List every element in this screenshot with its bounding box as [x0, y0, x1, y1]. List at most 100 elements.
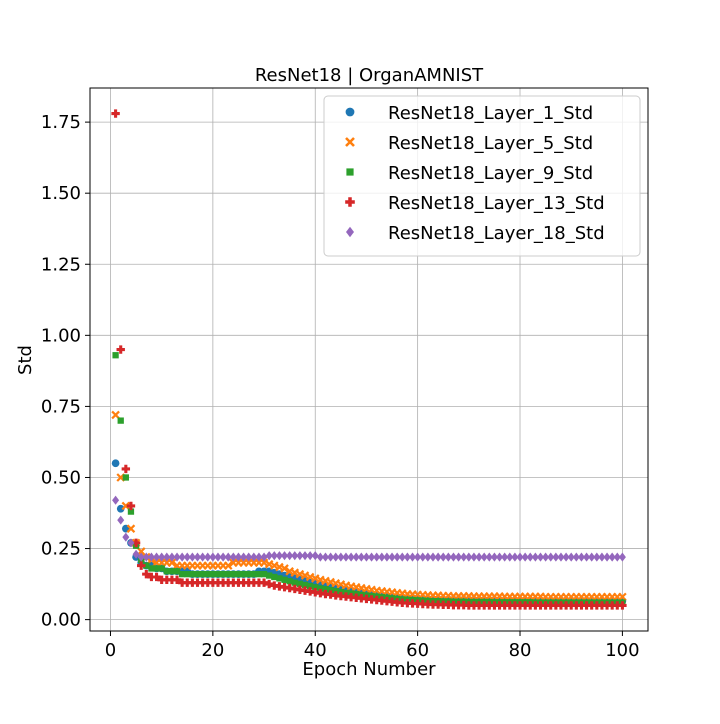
data-point	[336, 591, 346, 601]
data-point	[583, 552, 591, 562]
data-point	[131, 538, 141, 548]
data-point	[362, 594, 371, 604]
legend-box	[323, 95, 641, 257]
data-point	[546, 601, 555, 610]
x-tick-label: 40	[304, 640, 327, 661]
data-point	[136, 561, 146, 570]
plot-frame	[89, 87, 649, 632]
legend-marker	[345, 197, 355, 207]
data-point	[434, 552, 442, 562]
x-axis-label: Epoch Number	[302, 659, 436, 680]
data-point	[511, 552, 519, 562]
data-point	[158, 552, 166, 562]
data-point	[346, 592, 356, 602]
data-point	[275, 551, 283, 561]
data-point	[501, 552, 509, 562]
data-point	[607, 601, 617, 610]
data-point	[572, 601, 581, 610]
data-point	[137, 552, 145, 562]
data-point	[362, 552, 370, 562]
data-point	[291, 551, 299, 561]
data-point	[173, 552, 181, 562]
data-point	[409, 552, 417, 562]
legend-marker	[346, 226, 354, 238]
data-point	[276, 575, 283, 582]
data-point	[147, 552, 155, 562]
data-point	[597, 601, 607, 610]
data-point	[234, 578, 243, 587]
data-point	[295, 585, 305, 594]
data-point	[490, 601, 499, 610]
data-point	[572, 552, 580, 562]
legend-label: ResNet18_Layer_13_Std	[388, 193, 605, 214]
data-point	[285, 583, 294, 593]
data-point	[142, 552, 150, 562]
data-point	[219, 552, 227, 562]
data-point	[116, 504, 125, 513]
data-point	[547, 552, 555, 562]
data-point	[127, 538, 135, 548]
data-point	[357, 552, 365, 562]
data-point	[281, 576, 288, 583]
data-point	[300, 586, 310, 595]
data-point	[521, 552, 529, 562]
data-point	[347, 552, 355, 562]
data-point	[259, 578, 269, 587]
y-tick-label: 1.50	[41, 183, 81, 204]
data-point	[551, 601, 561, 610]
y-tick-label: 1.00	[41, 325, 81, 346]
data-point	[561, 601, 571, 610]
data-point	[383, 552, 391, 562]
data-point	[204, 552, 212, 562]
data-point	[219, 570, 227, 578]
data-point	[271, 573, 278, 581]
data-point	[577, 552, 585, 562]
data-point	[281, 551, 289, 561]
data-point	[464, 601, 474, 610]
data-point	[112, 495, 120, 505]
data-point	[301, 581, 309, 589]
data-point	[218, 578, 228, 587]
y-tick-label: 0.75	[41, 396, 81, 417]
data-point	[122, 532, 130, 542]
data-point	[505, 601, 514, 610]
data-point	[392, 598, 402, 607]
y-tick-label: 0.00	[41, 610, 81, 631]
data-point	[224, 552, 232, 562]
data-point	[408, 599, 417, 608]
marks-layer	[111, 109, 627, 610]
data-point	[311, 588, 320, 597]
data-point	[203, 578, 212, 587]
data-point	[598, 552, 606, 562]
data-point	[301, 551, 309, 561]
data-point	[469, 601, 479, 610]
data-point	[234, 552, 242, 562]
data-point	[188, 552, 196, 562]
data-point	[168, 568, 176, 575]
data-point	[255, 570, 263, 578]
data-point	[286, 578, 293, 585]
data-point	[454, 600, 463, 610]
data-point	[587, 601, 596, 610]
data-point	[373, 552, 381, 562]
data-point	[194, 552, 202, 562]
data-point	[455, 552, 463, 562]
y-tick-label: 0.25	[41, 539, 81, 560]
data-point	[480, 552, 488, 562]
data-point	[214, 552, 222, 562]
data-point	[531, 552, 539, 562]
data-point	[531, 601, 540, 610]
data-point	[367, 595, 376, 604]
data-point	[423, 600, 433, 609]
data-point	[291, 579, 298, 586]
data-point	[208, 578, 218, 587]
data-point	[602, 601, 612, 610]
legend-label: ResNet18_Layer_9_Std	[388, 163, 593, 184]
data-point	[178, 552, 186, 562]
data-point	[172, 575, 182, 585]
data-point	[582, 601, 591, 610]
data-point	[449, 600, 458, 610]
data-point	[429, 552, 437, 562]
data-point	[290, 584, 299, 594]
